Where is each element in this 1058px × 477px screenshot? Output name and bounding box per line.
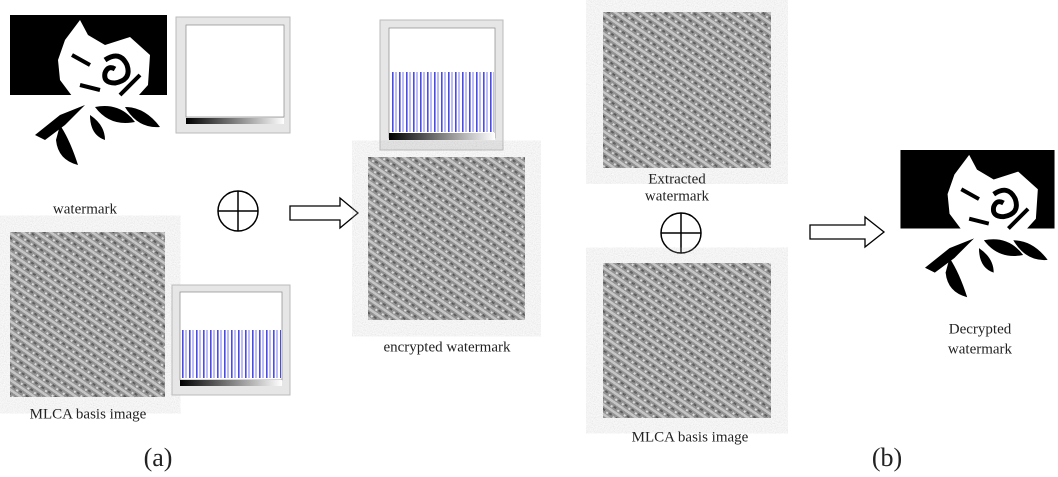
xor-symbol — [218, 191, 258, 231]
encrypted-image — [368, 157, 525, 320]
basis-image — [603, 263, 771, 418]
basis-image — [10, 232, 165, 397]
extracted-image — [603, 12, 771, 168]
extracted-label: watermark — [645, 188, 710, 204]
decrypted-label: Decrypted — [949, 321, 1012, 337]
arrow — [290, 198, 358, 228]
decrypted-image — [900, 150, 1054, 297]
caption: (b) — [872, 443, 902, 472]
histogram — [172, 285, 290, 395]
basis-label: MLCA basis image — [632, 429, 749, 445]
watermark-image — [10, 15, 167, 165]
decrypted-label: watermark — [948, 341, 1013, 357]
watermark-label: watermark — [53, 201, 118, 217]
basis-label: MLCA basis image — [30, 406, 147, 422]
histogram — [176, 17, 290, 133]
xor-symbol — [661, 213, 701, 253]
arrow — [810, 217, 884, 247]
encrypted-label: encrypted watermark — [383, 339, 511, 355]
figure: watermark encrypted watermark MLCA basis… — [0, 0, 1058, 477]
caption: (a) — [144, 443, 173, 472]
page: watermark encrypted watermark MLCA basis… — [0, 0, 1058, 477]
histogram — [380, 20, 503, 150]
extracted-label: Extracted — [648, 171, 706, 187]
